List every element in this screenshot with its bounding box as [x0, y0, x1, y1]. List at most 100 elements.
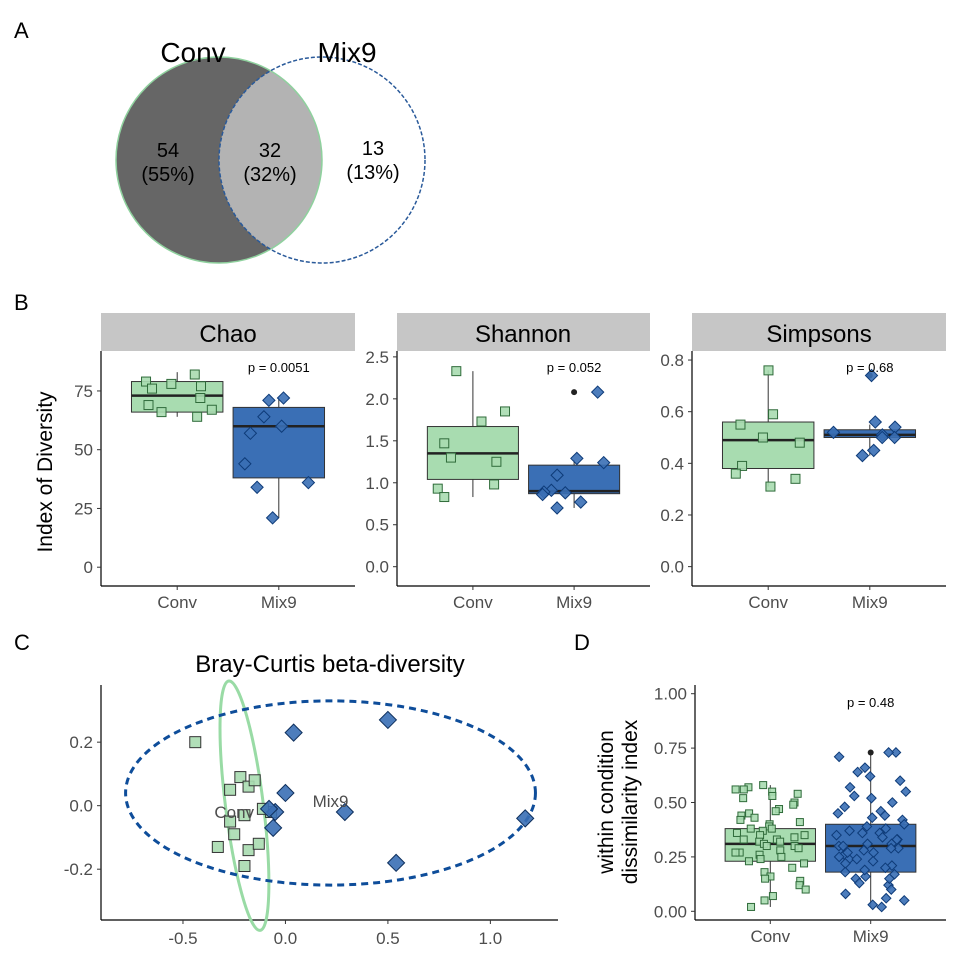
x-tick-label: Conv: [157, 593, 197, 612]
data-point-mix9: [335, 802, 355, 822]
venn-pct-conv-only: (55%): [141, 164, 194, 186]
data-point-conv: [768, 409, 779, 420]
y-axis-label-line-1: within condition: [595, 730, 618, 875]
data-point-mix9: [590, 385, 605, 399]
data-point-conv: [761, 874, 770, 883]
data-point-mix9: [855, 448, 870, 463]
data-point-mix9: [889, 868, 900, 880]
y-tick-label: -0.2: [64, 860, 93, 879]
y-tick-label: 0.50: [654, 794, 687, 813]
boxplot-shannon: Shannon 0.0 0.5 1.0 1.5 2.0 2.5 Conv Mix9 p = 0.…: [365, 313, 650, 612]
panel-label-c: C: [14, 630, 30, 655]
data-point-mix9: [851, 853, 863, 865]
x-tick-label: Conv: [453, 593, 493, 612]
venn-count-conv-only: 54: [157, 140, 179, 162]
data-point-mix9: [891, 834, 903, 845]
centroid-label-conv: Conv: [214, 803, 254, 822]
data-point-mix9: [864, 368, 879, 383]
y-tick-label: 1.0: [365, 474, 389, 493]
data-point-conv: [228, 828, 241, 841]
data-point-mix9: [858, 844, 870, 856]
boxplot-chao: Chao 0 25 50 75 Conv Mix9 p = 0.0051 Index of …: [34, 313, 355, 612]
facet-strip-shannon: [397, 313, 650, 351]
y-tick-label: 0.2: [660, 506, 684, 525]
data-point-mix9: [263, 818, 283, 838]
data-point-conv: [800, 859, 809, 868]
panel-label-a: A: [14, 18, 29, 43]
data-point-mix9: [257, 410, 271, 424]
confidence-ellipse-mix9: [124, 699, 537, 887]
data-point-mix9: [833, 751, 845, 763]
venn-pct-overlap: (32%): [243, 164, 296, 186]
data-point-mix9: [898, 894, 910, 906]
data-point-conv: [196, 381, 207, 392]
p-value-label: p = 0.052: [547, 360, 602, 375]
data-point-mix9: [831, 829, 842, 841]
scatter-bray-curtis: Bray-Curtis beta-diversity -0.5 0.0 0.5 1.0…: [64, 651, 558, 948]
y-tick-label: 0.4: [660, 454, 684, 473]
data-point-mix9: [853, 877, 865, 889]
data-point-conv: [750, 813, 759, 822]
data-point-mix9: [879, 862, 891, 874]
venn-label-mix9: Mix9: [317, 37, 376, 68]
data-point-mix9: [250, 480, 264, 495]
panel-label-d: D: [574, 630, 590, 655]
data-point-mix9: [868, 415, 883, 429]
y-axis-label-diversity: Index of Diversity: [34, 391, 57, 553]
boxplot-dissimilarity: 0.00 0.25 0.50 0.75 1.00 Conv Mix9 p = 0.48 wit…: [595, 685, 946, 946]
data-point-conv: [189, 369, 200, 380]
data-point-mix9: [886, 797, 898, 808]
data-point-mix9: [867, 855, 879, 867]
data-point-conv: [795, 881, 804, 890]
data-point-mix9: [898, 818, 910, 830]
data-point-conv: [432, 483, 443, 494]
data-point-mix9: [860, 871, 871, 882]
plot-area-bray-curtis: -0.5 0.0 0.5 1.0 0.2 0.0 -0.2 Conv Mix9: [64, 679, 558, 948]
data-point-mix9: [887, 430, 902, 445]
data-point-mix9: [865, 792, 877, 804]
data-point-conv: [788, 863, 797, 872]
data-point-mix9: [550, 501, 564, 515]
data-point-conv: [211, 840, 224, 853]
data-point-conv: [224, 815, 237, 828]
data-point-conv: [746, 824, 755, 833]
data-point-mix9: [875, 430, 889, 445]
data-point-conv: [238, 860, 251, 873]
data-point-mix9: [386, 853, 406, 873]
data-point-conv: [731, 785, 740, 794]
data-point-conv: [768, 791, 777, 800]
data-point-mix9: [883, 747, 895, 758]
data-point-conv: [776, 837, 785, 846]
data-point-conv: [801, 885, 810, 894]
venn-count-overlap: 32: [259, 140, 281, 162]
facet-strip-chao: [101, 313, 355, 351]
data-point-mix9: [864, 770, 876, 782]
data-point-mix9: [833, 851, 845, 863]
venn-diagram: Conv Mix9 54 (55%) 32 (32%) 13 (13%): [115, 37, 426, 264]
data-point-conv: [234, 771, 247, 784]
data-point-conv: [248, 774, 261, 787]
data-point-mix9: [876, 901, 888, 913]
data-point-conv: [439, 492, 450, 503]
data-point-conv: [744, 857, 753, 866]
y-tick-label: 0.0: [69, 797, 93, 816]
data-point-conv: [500, 406, 511, 417]
y-tick-label: 0.25: [654, 848, 687, 867]
venn-overlap-region: [219, 57, 322, 263]
data-point-conv: [166, 378, 177, 389]
data-point-conv: [192, 411, 203, 422]
data-point-conv: [735, 419, 746, 430]
data-point-mix9: [832, 807, 844, 819]
data-point-mix9: [880, 892, 892, 904]
y-tick-label: 0.0: [660, 558, 684, 577]
x-tick-label: Mix9: [261, 593, 297, 612]
data-point-mix9: [867, 899, 879, 911]
y-tick-label: 2.0: [365, 390, 389, 409]
data-point-conv: [789, 800, 798, 809]
facet-title-chao: Chao: [199, 321, 256, 348]
data-point-conv: [765, 481, 776, 492]
data-point-mix9: [885, 842, 897, 854]
data-point-mix9: [550, 468, 564, 482]
venn-label-conv: Conv: [160, 37, 225, 68]
x-tick-label: Conv: [748, 593, 788, 612]
